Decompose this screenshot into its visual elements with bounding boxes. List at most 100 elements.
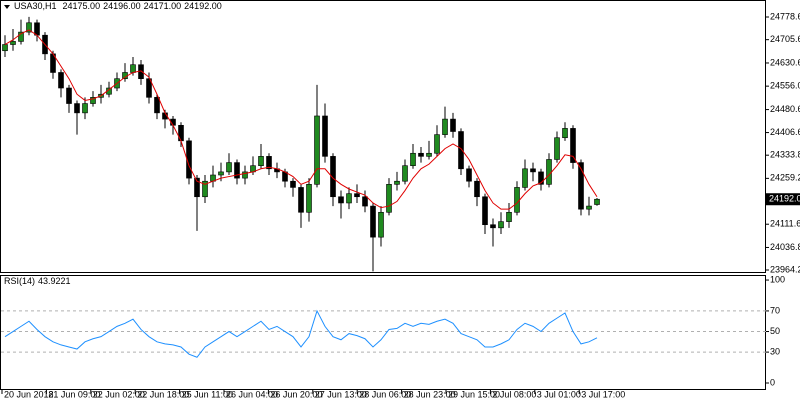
candle-body xyxy=(498,221,504,229)
chart-header: USA30,H1 24175.00 24196.00 24171.00 24192.00 xyxy=(14,1,222,11)
candle-body xyxy=(338,196,344,204)
candle-body xyxy=(154,97,160,114)
current-price-label: 24192.00 xyxy=(769,194,800,204)
candle-body xyxy=(586,205,592,210)
y-tick-label: 24259.20 xyxy=(770,173,800,183)
candle-body xyxy=(570,128,576,163)
candle-body xyxy=(562,128,568,139)
x-tick-label: 22 Jun 18:00 xyxy=(137,389,189,399)
candle-body xyxy=(346,193,352,204)
x-tick-label: 3 Jul 01:00 xyxy=(537,389,581,399)
candle-body xyxy=(466,168,472,182)
candle-body xyxy=(234,162,240,179)
candle-body xyxy=(34,22,40,36)
candle-body xyxy=(258,156,264,166)
candle-body xyxy=(442,118,448,135)
candle-body xyxy=(394,180,400,185)
y-tick-label: 24333.80 xyxy=(770,150,800,160)
y-tick-label: 24705.60 xyxy=(770,34,800,44)
candle-body xyxy=(554,137,560,160)
candle-body xyxy=(410,152,416,166)
y-tick-label: 24556.00 xyxy=(770,81,800,91)
candle-body xyxy=(354,193,360,198)
candle-body xyxy=(298,187,304,213)
x-tick-label: 25 Jun 11:00 xyxy=(182,389,233,399)
candle-body xyxy=(58,72,64,89)
candle-body xyxy=(66,87,72,104)
rsi-value: 43.9221 xyxy=(38,276,71,286)
ohlc-value: 24192.00 xyxy=(184,1,222,11)
candle-body xyxy=(314,115,320,185)
moving-average xyxy=(4,29,598,210)
x-tick-label: 2 Jul 08:00 xyxy=(492,389,536,399)
candle-body xyxy=(546,159,552,185)
candle-body xyxy=(578,162,584,210)
candle-body xyxy=(426,152,432,157)
ohlc-value: 24175.00 xyxy=(63,1,101,11)
ohlc-value: 24196.00 xyxy=(103,1,141,11)
x-tick-label: 27 Jun 13:00 xyxy=(315,389,367,399)
ohlc-value: 24171.00 xyxy=(144,1,182,11)
x-tick-label: 28 Jun 06:00 xyxy=(359,389,411,399)
candle-body xyxy=(522,168,528,188)
rsi-line xyxy=(4,309,598,358)
candle-body xyxy=(450,118,456,132)
candle-body xyxy=(474,180,480,198)
candle-body xyxy=(370,205,376,238)
rsi-y-tick-label: 50 xyxy=(770,326,780,336)
candle-body xyxy=(82,103,88,114)
rsi-name: RSI(14) xyxy=(4,276,35,286)
candle-body xyxy=(386,184,392,213)
candle-body xyxy=(202,180,208,198)
rsi-panel xyxy=(0,275,766,390)
candle-body xyxy=(490,224,496,229)
candle-body xyxy=(514,187,520,213)
candle-body xyxy=(594,198,600,205)
symbol: USA30,H1 xyxy=(14,1,57,11)
candle-body xyxy=(2,44,8,52)
candle-body xyxy=(402,165,408,182)
candle-body xyxy=(130,64,136,73)
candle-body xyxy=(226,162,232,173)
y-tick-label: 24778.60 xyxy=(770,11,800,21)
candle-body xyxy=(242,171,248,179)
candle-body xyxy=(74,103,80,114)
x-tick-label: 22 Jun 02:00 xyxy=(93,389,145,399)
y-tick-label: 23964.20 xyxy=(770,264,800,274)
candle-body xyxy=(266,156,272,170)
candle-body xyxy=(306,184,312,213)
candle-body xyxy=(194,177,200,198)
candle-body xyxy=(26,22,32,33)
rsi-y-tick-label: 100 xyxy=(770,274,785,284)
collapse-icon[interactable] xyxy=(4,5,10,9)
candle-body xyxy=(218,171,224,176)
x-tick-label: 20 Jun 2018 xyxy=(4,389,54,399)
candle-body xyxy=(146,78,152,98)
y-tick-label: 24111.60 xyxy=(770,219,800,229)
rsi-y-tick-label: 30 xyxy=(770,346,780,356)
candle-body xyxy=(506,211,512,222)
y-tick-label: 24480.60 xyxy=(770,104,800,114)
candle-body xyxy=(322,115,328,157)
y-tick-label: 24406.60 xyxy=(770,127,800,137)
x-tick-label: 21 Jun 09:00 xyxy=(48,389,100,399)
x-tick-label: 28 Jun 23:00 xyxy=(404,389,456,399)
candle-body xyxy=(538,171,544,185)
candle-body xyxy=(330,156,336,198)
x-tick-label: 29 Jun 15:00 xyxy=(448,389,500,399)
candle-body xyxy=(482,196,488,226)
candle-body xyxy=(18,31,24,42)
rsi-label: RSI(14) 43.9221 xyxy=(4,276,71,286)
candle-body xyxy=(458,131,464,170)
candle-body xyxy=(10,41,16,45)
candle-body xyxy=(290,180,296,188)
rsi-y-tick-label: 0 xyxy=(770,377,775,387)
candle-body xyxy=(530,168,536,173)
candle-body xyxy=(362,196,368,207)
current-price-box xyxy=(766,193,800,206)
candle-body xyxy=(90,97,96,104)
rsi-y-tick-label: 70 xyxy=(770,305,780,315)
candle-body xyxy=(378,211,384,238)
